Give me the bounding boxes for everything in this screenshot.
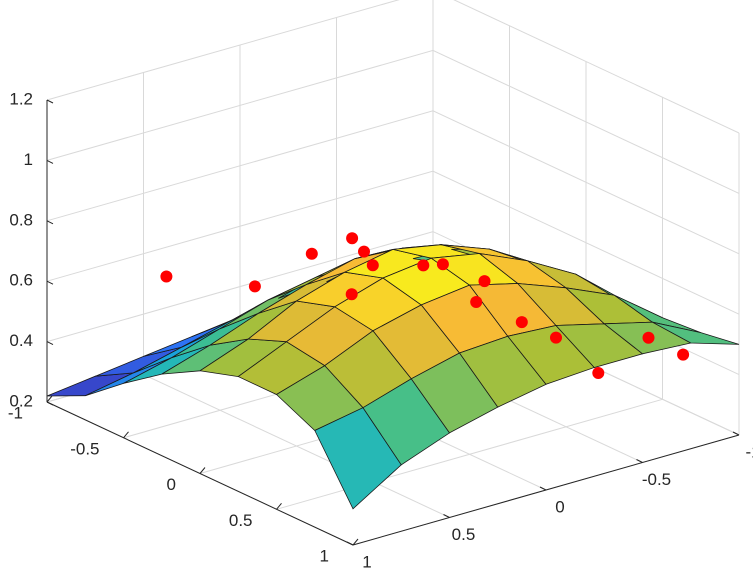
surface xyxy=(46,244,740,510)
data-point xyxy=(677,348,690,361)
y-tick-label: -1 xyxy=(8,403,23,422)
x-tick xyxy=(46,395,53,403)
data-point xyxy=(345,288,358,301)
z-tick xyxy=(46,220,54,225)
z-tick-label: 1 xyxy=(24,150,33,169)
x-tick xyxy=(199,467,206,474)
scatter-points xyxy=(160,232,690,379)
data-point xyxy=(346,232,359,245)
z-tick-label: 0.4 xyxy=(9,331,33,350)
data-point xyxy=(550,331,562,344)
x-tick-label: 0.5 xyxy=(452,525,476,544)
tick-labels: 0.2 0.4 0.6 0.8 1 1.2 -1 -0.5 0 0.5 1 -1 -0.5 0 0.5 1 xyxy=(8,89,753,569)
surface-cell xyxy=(652,321,740,345)
z-tick-label: 0.2 xyxy=(9,391,33,410)
z-tick xyxy=(46,280,54,285)
data-point xyxy=(470,296,483,308)
data-point xyxy=(592,367,605,379)
data-point xyxy=(515,316,528,329)
data-point xyxy=(366,259,379,272)
axes xyxy=(46,99,740,546)
data-point xyxy=(305,247,318,260)
x-tick-label: -1 xyxy=(745,442,753,461)
data-point xyxy=(642,331,655,344)
data-point xyxy=(160,270,173,283)
data-point xyxy=(358,245,370,258)
z-tick-label: 0.8 xyxy=(9,210,33,229)
x-tick-label: 1 xyxy=(362,552,371,569)
y-tick-label: -0.5 xyxy=(70,439,99,458)
x-tick xyxy=(352,538,359,546)
z-tick xyxy=(46,401,54,406)
z-gridline xyxy=(46,0,740,134)
y-tick xyxy=(539,486,547,491)
z-tick-label: 1.2 xyxy=(9,89,33,108)
z-tick xyxy=(46,341,54,346)
x-tick xyxy=(123,431,129,439)
y-tick xyxy=(346,541,354,546)
y-tick xyxy=(636,459,643,463)
x-gridline-floor xyxy=(276,398,663,510)
y-tick xyxy=(443,514,450,518)
z-tick xyxy=(46,159,54,164)
y-tick xyxy=(732,431,740,436)
z-tick xyxy=(46,99,54,104)
y-tick-label: 0 xyxy=(167,475,176,494)
data-point xyxy=(436,258,449,271)
x-tick-label: 0 xyxy=(555,497,564,516)
z-tick-label: 0.6 xyxy=(9,271,33,290)
x-tick-label: -0.5 xyxy=(642,470,671,489)
data-point xyxy=(248,280,261,293)
data-point xyxy=(478,275,491,288)
y-tick-label: 0.5 xyxy=(229,511,253,530)
x-tick xyxy=(276,502,282,510)
data-point xyxy=(417,259,430,272)
y-tick-label: 1 xyxy=(320,546,329,565)
